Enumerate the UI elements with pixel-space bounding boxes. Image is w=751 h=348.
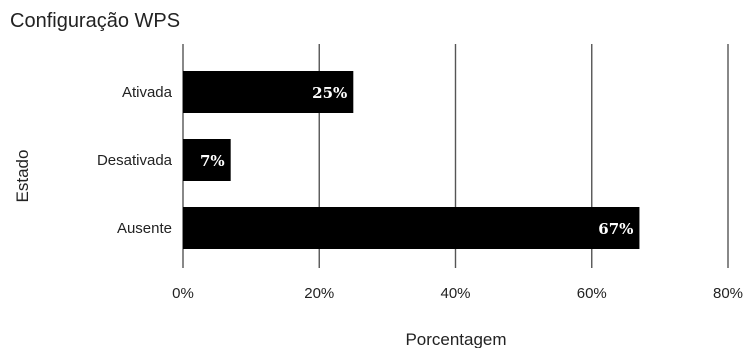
bar-value-label: 67% <box>598 220 633 238</box>
bar-value-labels: 25% 7% 67% <box>200 84 633 238</box>
category-label: Ativada <box>122 84 173 101</box>
x-tick-label: 80% <box>713 285 743 302</box>
category-label: Desativada <box>97 152 173 169</box>
x-tick-label: 40% <box>440 285 470 302</box>
category-label: Ausente <box>117 220 172 237</box>
bars <box>183 71 640 249</box>
category-labels: Ativada Desativada Ausente <box>97 84 173 237</box>
x-tick-label: 20% <box>304 285 334 302</box>
bar-value-label: 25% <box>312 84 347 102</box>
x-tick-labels: 0% 20% 40% 60% 80% <box>172 285 743 302</box>
bar <box>183 207 640 249</box>
chart-title: Configuração WPS <box>10 10 180 32</box>
x-tick-label: 0% <box>172 285 194 302</box>
x-tick-label: 60% <box>577 285 607 302</box>
bar <box>183 139 231 181</box>
bar-value-label: 7% <box>200 152 225 170</box>
y-axis-title: Estado <box>13 150 32 203</box>
bar <box>183 71 354 113</box>
x-axis-title: Porcentagem <box>405 330 506 348</box>
